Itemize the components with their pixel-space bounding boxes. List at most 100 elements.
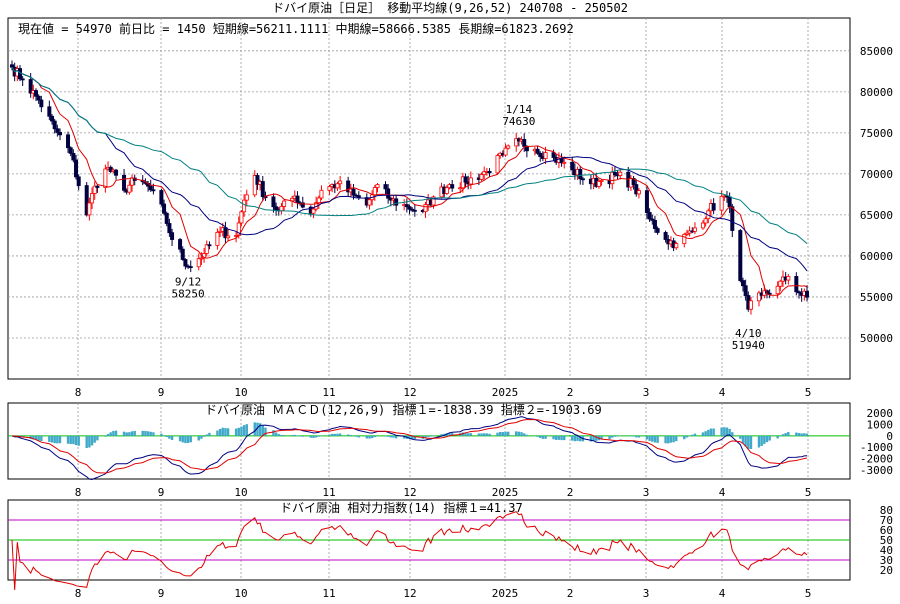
macd-histogram-bar xyxy=(162,435,166,436)
macd-histogram-bar xyxy=(170,435,174,441)
candle-body xyxy=(743,285,748,296)
macd-histogram-bar xyxy=(688,435,691,437)
macd-histogram-bar xyxy=(66,435,70,444)
macd-histogram-bar xyxy=(701,432,705,436)
macd-histogram-bar xyxy=(50,435,54,443)
macd-histogram-bar xyxy=(672,435,675,443)
candle-body xyxy=(423,204,428,213)
macd-histogram-bar xyxy=(216,430,219,436)
macd-histogram-bar xyxy=(58,435,62,444)
x-tick-label: 2025 xyxy=(492,486,519,499)
macd-histogram-bar xyxy=(757,435,761,448)
x-tick-label: 3 xyxy=(643,587,650,600)
macd-histogram-bar xyxy=(664,435,667,444)
candle-body xyxy=(407,206,412,210)
price-grid xyxy=(8,18,850,379)
candle-body xyxy=(596,180,601,187)
macd-histogram-bar xyxy=(168,435,171,439)
macd-histogram-bar xyxy=(410,435,414,440)
macd-histogram-bar xyxy=(104,435,107,437)
candle-body xyxy=(66,134,71,149)
macd-histogram-bar xyxy=(77,435,80,446)
y-tick-label: 80000 xyxy=(860,86,893,99)
macd-histogram-bar xyxy=(72,435,75,445)
candle-body xyxy=(164,212,169,224)
x-tick-label: 2 xyxy=(567,486,574,499)
x-tick-label: 5 xyxy=(805,486,812,499)
candle-body xyxy=(58,131,63,136)
candle-body xyxy=(122,174,127,191)
macd-histogram-bar xyxy=(749,435,753,449)
candle-body xyxy=(255,175,260,185)
macd-histogram-bar xyxy=(368,435,371,439)
macd-histogram-bar xyxy=(37,435,40,441)
macd-histogram-bar xyxy=(656,435,659,443)
price-info-line: 現在値 = 54970 前日比 = 1450 短期線=56211.1111 中期… xyxy=(18,21,574,36)
candle-body xyxy=(444,187,449,194)
macd-histogram-bar xyxy=(515,431,518,436)
macd-histogram-bar xyxy=(330,433,334,436)
macd-histogram-bar xyxy=(683,435,686,440)
macd-histogram-bar xyxy=(541,435,545,439)
macd-histogram-bar xyxy=(635,435,638,438)
macd-histogram-bar xyxy=(309,435,312,438)
macd-histogram-bar xyxy=(197,435,200,441)
candle-body xyxy=(570,161,575,171)
macd-histogram-bar xyxy=(779,435,782,437)
macd-histogram-bar xyxy=(296,435,299,437)
macd-histogram-bar xyxy=(432,435,435,437)
macd-histogram-bar xyxy=(504,431,507,436)
macd-histogram-bar xyxy=(533,435,537,437)
candle-body xyxy=(618,171,623,176)
macd-histogram-bar xyxy=(637,435,641,438)
macd-histogram-bar xyxy=(691,434,694,436)
macd-histogram-bar xyxy=(539,435,542,438)
candle-body xyxy=(74,159,79,178)
x-tick-label: 10 xyxy=(234,486,247,499)
annotation-value: 51940 xyxy=(732,339,765,352)
candle-body xyxy=(39,99,44,108)
y-tick-label: 65000 xyxy=(860,209,893,222)
macd-histogram-bar xyxy=(272,430,275,436)
macd-histogram-bar xyxy=(600,435,603,440)
candle-body xyxy=(543,152,548,159)
macd-histogram-bar xyxy=(256,422,259,436)
macd-histogram-bar xyxy=(333,433,337,436)
moving-average-line xyxy=(11,66,808,296)
candle-body xyxy=(338,180,343,185)
candle-body xyxy=(151,189,156,192)
macd-histogram-bar xyxy=(122,431,126,436)
x-tick-label: 3 xyxy=(643,486,650,499)
macd-histogram-bar xyxy=(146,431,150,436)
macd-histogram-bar xyxy=(40,435,43,442)
candle-body xyxy=(786,276,791,281)
macd-histogram-bar xyxy=(56,435,59,444)
y-tick-label: 85000 xyxy=(860,45,893,58)
candle-body xyxy=(794,276,799,293)
macd-histogram-bar xyxy=(90,435,94,446)
candle-body xyxy=(634,184,639,195)
candle-body xyxy=(503,147,508,156)
macd-histogram-bar xyxy=(579,435,582,442)
macd-histogram-bar xyxy=(144,430,147,436)
candle-body xyxy=(162,203,167,214)
candle-body xyxy=(748,300,753,310)
candle-body xyxy=(719,195,724,211)
macd-histogram-bar xyxy=(781,434,785,436)
macd-histogram-bar xyxy=(592,435,595,441)
candle-body xyxy=(68,147,73,154)
macd-histogram-bar xyxy=(280,434,283,436)
candle-body xyxy=(650,218,655,221)
macd-histogram-bar xyxy=(744,435,747,447)
macd-histogram-bar xyxy=(141,430,144,436)
macd-histogram-bar xyxy=(477,433,481,436)
candle-body xyxy=(239,211,244,224)
candle-body xyxy=(383,184,388,190)
annotation-date: 1/14 xyxy=(506,103,533,116)
candle-body xyxy=(199,257,204,260)
candle-body xyxy=(647,212,652,220)
x-tick-label: 4 xyxy=(719,587,726,600)
macd-histogram-bar xyxy=(336,433,339,436)
